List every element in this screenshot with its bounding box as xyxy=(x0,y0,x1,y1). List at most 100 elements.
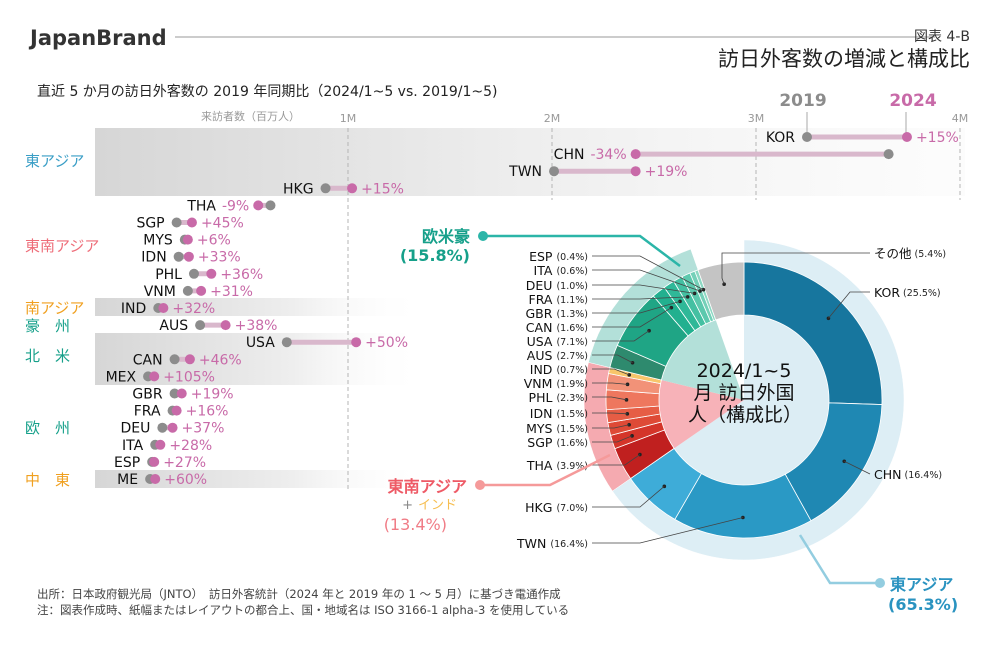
dot-2024 xyxy=(186,217,197,228)
slice-label-MYS: (1.5%) MYS xyxy=(526,421,631,436)
dumbbell-row-IDN: IDN +33% xyxy=(141,250,240,266)
slice-label-USA: (7.1%)USA xyxy=(527,328,651,349)
dot-2019 xyxy=(320,183,331,194)
footnote: 注：図表作成時、紙幅またはレイアウトの都合上、国・地域名は ISO 3166-1… xyxy=(37,603,569,617)
leader-line xyxy=(844,460,871,475)
country-label: VNM xyxy=(144,284,176,300)
slice-code: PHL xyxy=(529,390,553,405)
slice-pct: (16.4%) xyxy=(550,539,588,550)
slice-code: CAN xyxy=(526,320,553,335)
country-label: THA xyxy=(186,198,216,214)
dot-2024 xyxy=(184,354,195,365)
change-label: +46% xyxy=(199,352,242,368)
slice-code: SGP xyxy=(527,435,553,450)
callout-line-western xyxy=(483,234,681,267)
tick-label: 1M xyxy=(340,112,357,125)
slice-pct: (1.6%) xyxy=(556,323,588,334)
group-europe: 欧 州 xyxy=(25,419,70,437)
dot-2024 xyxy=(149,456,160,467)
dumbbell-row-AUS: AUS +38% xyxy=(159,318,277,334)
slice-pct: (1.5%) xyxy=(556,409,588,420)
dot-2019 xyxy=(182,285,193,296)
country-label: PHL xyxy=(155,267,182,283)
page-title: 訪日外客数の増減と構成比 xyxy=(718,47,970,71)
dumbbell-row-ESP: ESP +27% xyxy=(114,455,206,471)
dot-2024 xyxy=(171,405,182,416)
dumbbell-rows: KOR +15% -34% CHN TWN +19% HKG +15% -9% THA SGP +45… xyxy=(106,130,959,488)
slice-label-IDN: (1.5%)IDN xyxy=(530,406,630,421)
leader-line xyxy=(592,301,681,314)
country-label: TWN xyxy=(508,164,542,180)
country-label: ITA xyxy=(122,438,144,454)
slice-code: HKG xyxy=(525,500,552,515)
dumbbell-row-CHN: -34% CHN xyxy=(554,147,894,163)
slice-code: その他 xyxy=(874,246,912,261)
dot-2024 xyxy=(901,132,912,142)
slice-label-KOR: KOR (25.5%) xyxy=(826,285,941,321)
leader-line xyxy=(592,354,633,364)
dumbbell-row-THA: -9% THA xyxy=(186,198,276,214)
dumbbell-row-SGP: SGP +45% xyxy=(136,216,243,232)
x-axis-label: 来訪者数（百万人） xyxy=(201,109,300,123)
slice-label-ESP: (0.4%)ESP xyxy=(529,249,706,292)
slice-label-THA: (3.9%)THA xyxy=(526,452,642,473)
region-east-share: (65.3%) xyxy=(888,595,958,614)
dot-2019 xyxy=(169,354,180,365)
slice-pct: (2.7%) xyxy=(556,351,588,362)
slice-label-AUS: (2.7%)AUS xyxy=(527,348,635,365)
leader-line xyxy=(828,291,870,319)
change-label: +28% xyxy=(169,438,212,454)
leader-line xyxy=(592,454,641,466)
slice-pct: (25.5%) xyxy=(903,288,941,299)
slice-pct: (1.9%) xyxy=(556,379,588,390)
country-label: SGP xyxy=(136,216,164,232)
leader-dot xyxy=(625,382,630,387)
change-label: +15% xyxy=(361,181,404,197)
leader-dot xyxy=(701,287,706,292)
dot-2024 xyxy=(182,234,193,245)
dot-2024 xyxy=(206,268,217,279)
slice-code: VNM xyxy=(524,376,553,391)
slice-code: TWN xyxy=(516,536,546,551)
slice-code: GBR xyxy=(525,306,552,321)
region-western: 欧米豪 xyxy=(422,227,470,246)
slice-code: DEU xyxy=(526,278,553,293)
country-label: FRA xyxy=(134,404,161,420)
source-note: 出所：日本政府観光局（JNTO） 訪日外客統計（2024 年と 2019 年の … xyxy=(37,587,561,601)
dot-2019 xyxy=(883,149,894,160)
change-label: +37% xyxy=(182,421,225,437)
leader-line xyxy=(721,252,870,285)
slice-KOR xyxy=(743,261,883,405)
slice-その他 xyxy=(697,261,745,321)
change-label: +33% xyxy=(198,250,241,266)
leader-line xyxy=(592,269,701,292)
dumbbell-row-ME: ME +60% xyxy=(117,472,207,488)
band-south-asia xyxy=(95,298,425,316)
slice-label-GBR: (1.3%) GBR xyxy=(525,299,682,321)
callout-dot-southeast xyxy=(475,480,485,490)
dumbbell-row-FRA: FRA +16% xyxy=(134,404,229,420)
tick-label: 4M xyxy=(952,112,969,125)
dot-2024 xyxy=(351,337,362,348)
dot-2024 xyxy=(347,183,358,194)
leader-line xyxy=(592,284,695,294)
change-label: -34% xyxy=(590,147,626,163)
callout-line-east xyxy=(798,534,880,585)
change-label: +50% xyxy=(365,335,408,351)
slice-pct: (1.0%) xyxy=(556,281,588,292)
dumbbell-title: 直近 5 か月の訪日外客数の 2019 年同期比（2024/1~5 vs. 20… xyxy=(37,83,498,100)
slice-label-IND: (0.7%)IND xyxy=(530,362,632,377)
region-core-東南アジア xyxy=(659,380,744,449)
slice-label-SGP: (1.6%)SGP xyxy=(527,434,634,450)
change-label: +38% xyxy=(235,318,278,334)
leader-line xyxy=(592,307,672,328)
slice-pct: (7.1%) xyxy=(556,337,588,348)
country-label: HKG xyxy=(283,181,314,197)
leader-line xyxy=(592,517,743,544)
callout-dot-east xyxy=(875,578,885,588)
dot-2019 xyxy=(195,320,206,331)
slice-pct: (16.4%) xyxy=(904,470,942,481)
dot-2024 xyxy=(630,149,641,160)
change-label: +105% xyxy=(163,369,215,385)
slice-label-PHL: (2.3%)PHL xyxy=(529,390,629,405)
